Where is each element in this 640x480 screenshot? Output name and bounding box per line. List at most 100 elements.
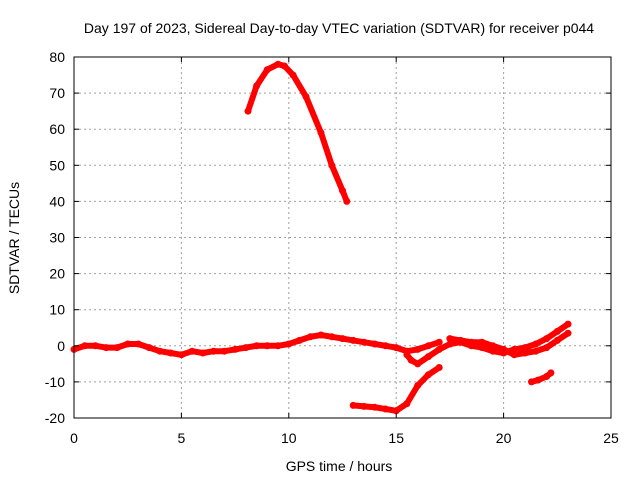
y-tick-label: -10 bbox=[45, 374, 65, 390]
data-point bbox=[167, 349, 175, 357]
series-arc-high bbox=[245, 61, 350, 205]
y-tick-label: -20 bbox=[45, 410, 65, 426]
data-point bbox=[414, 345, 422, 353]
data-point bbox=[339, 335, 346, 343]
y-tick-label: 70 bbox=[49, 85, 65, 101]
data-point bbox=[199, 349, 207, 357]
data-point bbox=[500, 345, 508, 353]
data-point bbox=[177, 351, 185, 359]
data-point bbox=[553, 336, 561, 344]
data-point bbox=[532, 347, 540, 355]
x-tick-label: 0 bbox=[70, 430, 78, 446]
chart-title: Day 197 of 2023, Sidereal Day-to-day VTE… bbox=[84, 20, 594, 36]
data-point bbox=[489, 342, 497, 350]
y-tick-label: 80 bbox=[49, 49, 65, 65]
data-point bbox=[124, 340, 132, 348]
data-point bbox=[564, 320, 572, 328]
x-tick-label: 5 bbox=[178, 430, 186, 446]
x-tick-label: 20 bbox=[496, 430, 512, 446]
data-point bbox=[242, 344, 250, 352]
data-point bbox=[564, 329, 572, 337]
data-point bbox=[328, 333, 336, 341]
data-point bbox=[253, 82, 261, 90]
x-tick-label: 15 bbox=[388, 430, 404, 446]
data-point bbox=[446, 340, 454, 348]
data-point bbox=[547, 369, 555, 377]
y-tick-label: 0 bbox=[57, 338, 65, 354]
data-point bbox=[317, 129, 325, 137]
y-tick-label: 60 bbox=[49, 121, 65, 137]
data-point bbox=[382, 405, 389, 413]
data-point bbox=[281, 62, 288, 70]
y-tick-label: 40 bbox=[49, 193, 65, 209]
data-point bbox=[360, 402, 368, 410]
data-point bbox=[343, 197, 351, 205]
data-point bbox=[285, 340, 293, 348]
y-tick-label: 50 bbox=[49, 157, 65, 173]
y-tick-label: 10 bbox=[49, 302, 65, 318]
data-point bbox=[553, 327, 561, 335]
data-point bbox=[521, 344, 529, 352]
data-point bbox=[317, 331, 325, 339]
data-point bbox=[521, 349, 529, 357]
data-point bbox=[188, 347, 196, 355]
data-point bbox=[446, 335, 454, 343]
data-point bbox=[263, 66, 271, 74]
data-point bbox=[231, 345, 239, 353]
data-point bbox=[457, 336, 465, 344]
series-layer bbox=[70, 60, 572, 415]
y-axis-label: SDTVAR / TECUs bbox=[6, 182, 22, 294]
data-point bbox=[296, 336, 303, 344]
data-point bbox=[435, 345, 443, 353]
x-tick-label: 25 bbox=[603, 430, 619, 446]
data-point bbox=[532, 340, 540, 348]
data-point bbox=[274, 60, 282, 68]
data-point bbox=[534, 376, 542, 384]
data-point bbox=[263, 342, 271, 350]
data-point bbox=[328, 161, 336, 169]
data-point bbox=[81, 342, 89, 350]
data-point bbox=[102, 344, 110, 352]
data-point bbox=[435, 338, 443, 346]
data-point bbox=[134, 340, 142, 348]
data-point bbox=[424, 353, 432, 361]
data-point bbox=[306, 333, 314, 341]
data-point bbox=[220, 347, 228, 355]
data-point bbox=[371, 340, 379, 348]
data-point bbox=[424, 371, 432, 379]
data-point bbox=[156, 347, 164, 355]
data-point bbox=[403, 400, 411, 408]
data-point bbox=[543, 335, 551, 343]
data-point bbox=[289, 71, 297, 79]
data-point bbox=[113, 344, 121, 352]
axis-ticks: -20 -10 0 10 20 30 40 50 60 70 80 0 5 10 15 20 25 bbox=[45, 49, 619, 446]
data-point bbox=[274, 342, 282, 350]
data-point bbox=[414, 360, 422, 368]
data-point bbox=[392, 407, 400, 415]
data-point bbox=[407, 356, 415, 364]
data-point bbox=[92, 342, 99, 350]
data-point bbox=[510, 351, 518, 359]
data-point bbox=[339, 187, 346, 195]
data-point bbox=[244, 107, 252, 115]
data-point bbox=[371, 403, 379, 411]
data-point bbox=[435, 364, 443, 371]
data-point bbox=[478, 338, 486, 346]
x-tick-label: 10 bbox=[281, 430, 297, 446]
data-point bbox=[349, 401, 357, 409]
data-point bbox=[392, 344, 400, 352]
data-point bbox=[349, 336, 357, 344]
data-point bbox=[145, 344, 153, 352]
data-point bbox=[210, 347, 218, 355]
data-point bbox=[403, 351, 411, 359]
data-point bbox=[253, 342, 261, 350]
data-point bbox=[467, 338, 475, 346]
data-point bbox=[424, 342, 432, 350]
y-tick-label: 20 bbox=[49, 266, 65, 282]
grid bbox=[74, 57, 611, 418]
data-point bbox=[302, 93, 310, 101]
data-point bbox=[543, 344, 551, 352]
data-point bbox=[414, 382, 422, 389]
y-tick-label: 30 bbox=[49, 230, 65, 246]
